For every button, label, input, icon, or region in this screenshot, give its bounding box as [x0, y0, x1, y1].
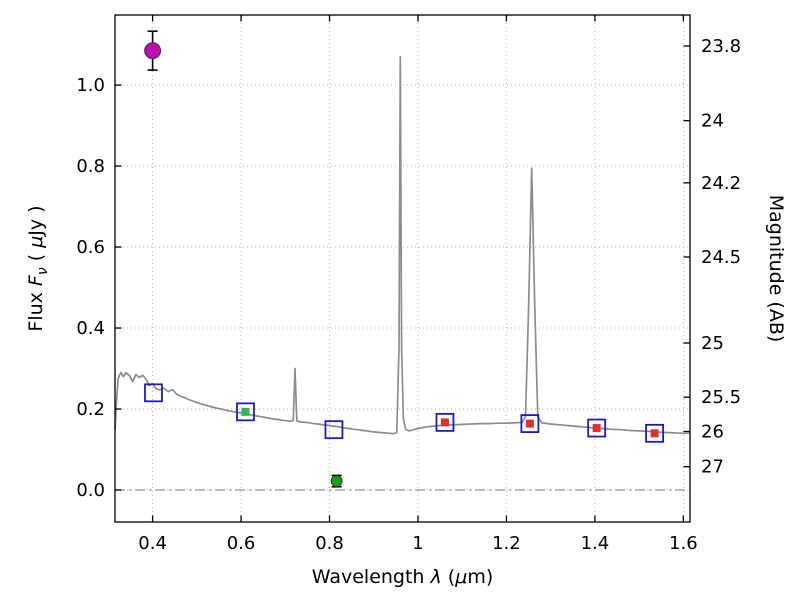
y-left-tick-label: 1.0	[76, 75, 105, 96]
x-axis-label: Wavelength λ (μm)	[312, 566, 493, 588]
photometry-squares	[144, 383, 665, 443]
photometry-square	[520, 414, 540, 433]
photometry-square	[587, 418, 607, 438]
y-right-tick-label: 24.5	[701, 247, 741, 268]
grid-lines	[115, 15, 690, 522]
x-tick-label: 1.6	[669, 533, 698, 554]
x-tick-label: 1.2	[492, 533, 521, 554]
x-tick-label: 1	[412, 533, 423, 554]
x-tick-label: 1.4	[581, 533, 610, 554]
observed-point-magenta	[144, 30, 161, 71]
y-left-tick-label: 0.4	[76, 318, 105, 339]
y-left-tick-label: 0.6	[76, 237, 105, 258]
y-left-tick-label: 0.8	[76, 156, 105, 177]
photometry-square	[144, 383, 163, 403]
photometry-square	[435, 412, 455, 432]
axes-frame	[114, 14, 691, 523]
tick-marks	[115, 15, 690, 522]
model-photometry-point	[525, 419, 534, 428]
photometry-square	[645, 423, 665, 443]
model-photometry-point	[650, 429, 659, 438]
y-right-tick-label: 24	[701, 111, 724, 132]
x-tick-label: 0.4	[138, 533, 167, 554]
model-photometry-point	[440, 418, 449, 427]
observed-point-green	[330, 474, 343, 488]
x-tick-label: 0.6	[227, 533, 256, 554]
y-right-tick-label: 25.5	[701, 387, 741, 408]
y-left-tick-label: 0.0	[76, 480, 105, 501]
model-photometry-point	[241, 407, 250, 416]
y-right-tick-label: 26	[701, 421, 724, 442]
y-right-tick-label: 25	[701, 333, 724, 354]
x-tick-label: 0.8	[315, 533, 344, 554]
observed-point	[330, 475, 343, 487]
y-right-tick-label: 23.8	[701, 36, 741, 57]
y-axis-right-label: Magnitude (AB)	[765, 195, 787, 343]
observed-point	[144, 42, 161, 60]
y-axis-left-label: Flux Fν ( μJy )	[25, 205, 51, 331]
y-left-tick-label: 0.2	[76, 399, 105, 420]
y-right-tick-label: 27	[701, 457, 724, 478]
photometry-square	[236, 402, 255, 422]
y-right-tick-label: 24.2	[701, 173, 741, 194]
photometry-square	[324, 420, 344, 440]
model-spectrum-line	[114, 55, 690, 435]
model-photometry-point	[592, 424, 601, 433]
